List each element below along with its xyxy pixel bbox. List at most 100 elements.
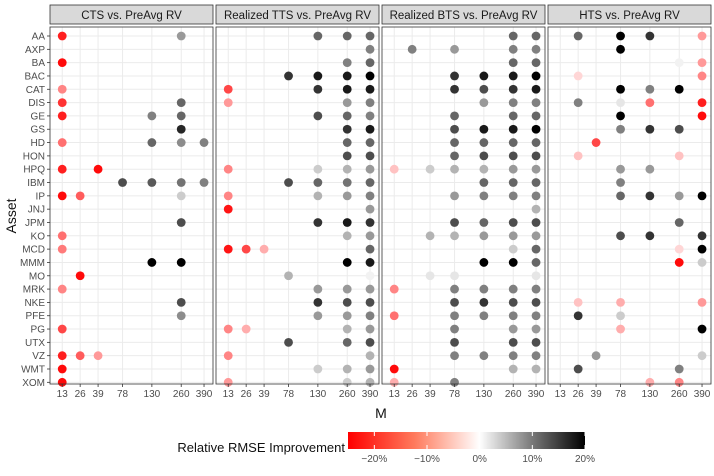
legend-tick-label: 20% [575, 454, 595, 465]
data-point [674, 218, 684, 227]
data-point [450, 298, 459, 307]
x-axis-ticks: 13 26 39 78 130 260 390 [555, 384, 711, 400]
y-tick-label: KO [31, 231, 46, 242]
data-point [591, 138, 601, 147]
data-point [573, 31, 583, 41]
data-point [57, 138, 67, 147]
y-tick-label: WMT [21, 365, 45, 376]
data-point [479, 84, 489, 94]
data-point [479, 178, 489, 187]
data-point [313, 298, 323, 307]
data-point [450, 337, 459, 347]
data-point [508, 231, 518, 241]
data-point [365, 324, 375, 334]
y-tick-label: AA [32, 32, 46, 43]
data-point [508, 324, 518, 334]
data-point [674, 377, 684, 387]
data-point [450, 191, 459, 201]
data-point [241, 324, 251, 334]
data-point [342, 178, 352, 187]
data-point [531, 351, 541, 361]
data-point [365, 178, 375, 187]
data-point [365, 244, 375, 254]
data-point [479, 298, 489, 307]
data-point [223, 244, 233, 254]
data-point [57, 191, 67, 201]
data-point [479, 231, 489, 241]
panel-points [57, 31, 209, 387]
x-tick-label: 39 [591, 389, 603, 400]
panel-frame [381, 26, 546, 385]
data-point [365, 377, 375, 387]
data-point [508, 138, 518, 147]
data-point [645, 164, 655, 174]
data-point [508, 98, 518, 107]
data-point [479, 98, 489, 107]
data-point [365, 311, 375, 321]
data-point [674, 151, 684, 161]
data-point [365, 44, 375, 54]
data-point [697, 191, 707, 201]
data-point [75, 191, 85, 201]
x-tick-label: 130 [144, 389, 161, 400]
data-point [365, 111, 375, 121]
data-point [313, 111, 323, 121]
data-point [365, 138, 375, 147]
x-axis-label: M [375, 405, 387, 421]
data-point [531, 191, 541, 201]
data-point [365, 258, 375, 267]
data-point [284, 271, 293, 281]
data-point [616, 311, 625, 321]
panel-frame [49, 26, 214, 385]
data-point [616, 191, 625, 201]
data-point [645, 377, 655, 387]
y-tick-label: IP [36, 191, 46, 202]
data-point [389, 377, 399, 387]
data-point [674, 58, 684, 68]
data-point [313, 164, 323, 174]
data-point [508, 244, 518, 254]
data-point [450, 231, 459, 241]
data-point [450, 377, 459, 387]
panel-frame [547, 26, 712, 385]
data-point [57, 324, 67, 334]
data-point [573, 364, 583, 374]
data-point [531, 337, 541, 347]
data-point [450, 151, 459, 161]
data-point [342, 258, 352, 267]
data-point [531, 258, 541, 267]
data-point [199, 138, 209, 147]
y-tick-label: DIS [28, 98, 45, 109]
panel-strip [547, 4, 712, 25]
data-point [531, 31, 541, 41]
y-tick-label: HON [23, 151, 45, 162]
data-point [342, 231, 352, 241]
data-point [645, 84, 655, 94]
data-point [342, 311, 352, 321]
data-point [616, 31, 625, 41]
data-point [450, 218, 459, 227]
data-point [93, 164, 103, 174]
data-point [697, 258, 707, 267]
data-point [57, 231, 67, 241]
data-point [223, 204, 233, 214]
x-tick-label: 130 [476, 389, 493, 400]
data-point [241, 244, 251, 254]
x-axis-ticks: 13 26 39 78 130 260 390 [223, 384, 379, 400]
data-point [365, 284, 375, 294]
data-point [223, 164, 233, 174]
y-tick-label: GE [31, 111, 46, 122]
data-point [531, 84, 541, 94]
data-point [573, 311, 583, 321]
data-point [313, 284, 323, 294]
data-point [697, 351, 707, 361]
data-point [591, 351, 601, 361]
data-point [147, 111, 157, 121]
legend-tick-label: 0% [472, 454, 487, 465]
data-point [508, 178, 518, 187]
x-tick-label: 78 [615, 389, 627, 400]
data-point [697, 298, 707, 307]
panel-title: Realized TTS vs. PreAvg RV [224, 10, 371, 22]
data-point [531, 204, 541, 214]
